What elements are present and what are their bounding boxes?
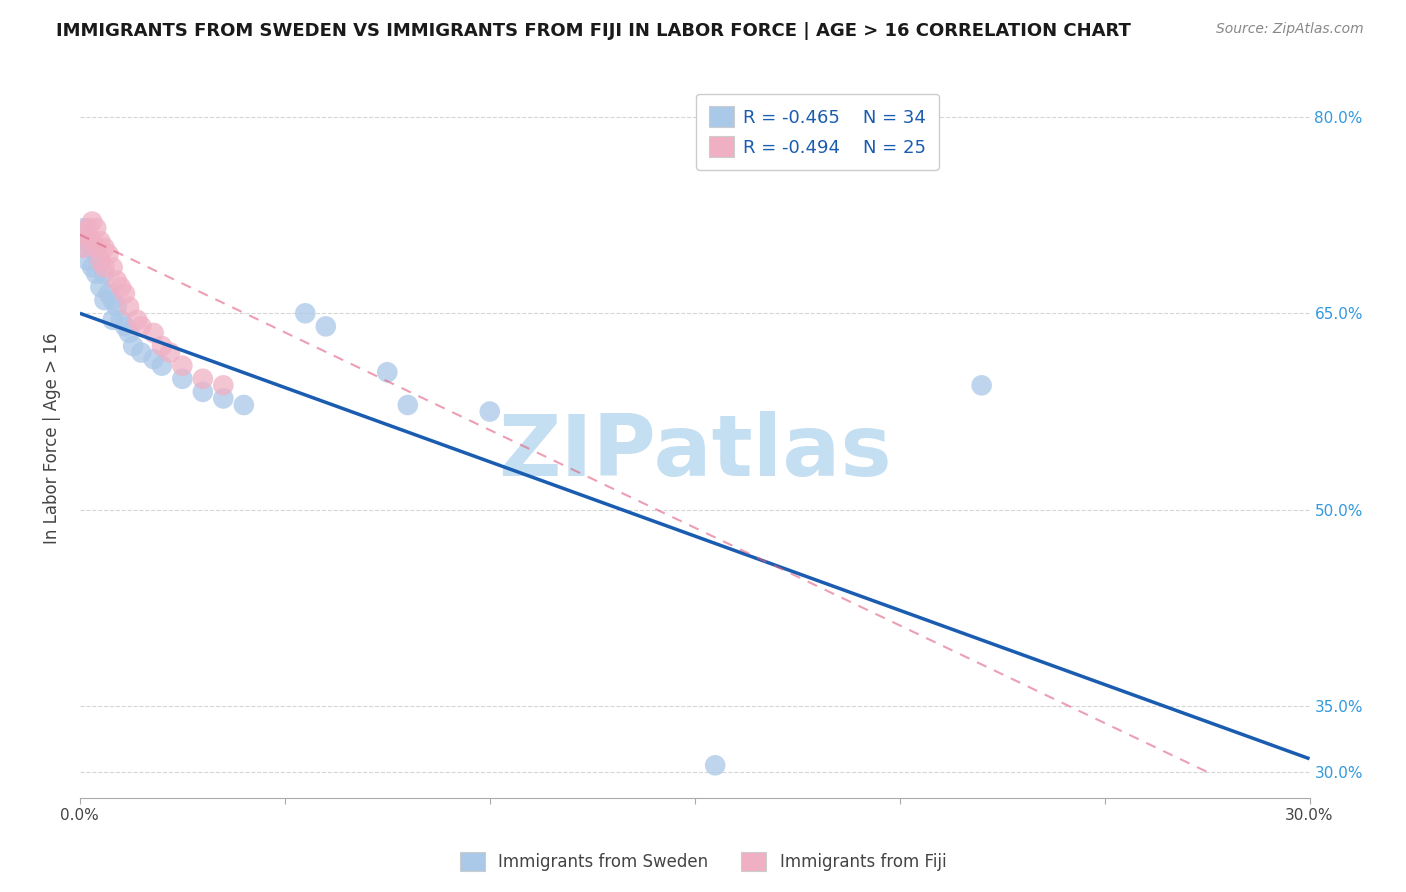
Point [89, 253, 111, 268]
Point [172, 359, 194, 373]
Point [84, 221, 107, 235]
Point [93, 260, 115, 275]
Point [315, 319, 337, 334]
Point [84, 241, 107, 255]
Point [73, 241, 96, 255]
Point [101, 293, 124, 308]
Legend: Immigrants from Sweden, Immigrants from Fiji: Immigrants from Sweden, Immigrants from … [451, 843, 955, 880]
Point [142, 352, 165, 367]
Text: IMMIGRANTS FROM SWEDEN VS IMMIGRANTS FROM FIJI IN LABOR FORCE | AGE > 16 CORRELA: IMMIGRANTS FROM SWEDEN VS IMMIGRANTS FRO… [56, 22, 1130, 40]
Point [89, 234, 111, 248]
Point [212, 378, 235, 392]
Point [396, 398, 419, 412]
Point [131, 319, 153, 334]
Point [82, 234, 104, 248]
Point [478, 404, 501, 418]
Point [101, 260, 124, 275]
Point [118, 326, 141, 340]
Text: ZIPatlas: ZIPatlas [498, 410, 891, 493]
Point [97, 286, 120, 301]
Point [82, 214, 104, 228]
Point [142, 326, 165, 340]
Point [84, 267, 107, 281]
Point [172, 372, 194, 386]
Point [101, 313, 124, 327]
Point [127, 313, 149, 327]
Point [93, 293, 115, 308]
Point [93, 267, 115, 281]
Point [294, 306, 316, 320]
Point [97, 247, 120, 261]
Point [191, 372, 214, 386]
Point [89, 253, 111, 268]
Point [105, 273, 128, 287]
Point [212, 392, 235, 406]
Point [73, 221, 96, 235]
Y-axis label: In Labor Force | Age > 16: In Labor Force | Age > 16 [44, 332, 60, 543]
Point [93, 241, 115, 255]
Point [82, 260, 104, 275]
Point [73, 241, 96, 255]
Point [704, 758, 727, 772]
Point [191, 384, 214, 399]
Legend: R = -0.465    N = 34, R = -0.494    N = 25: R = -0.465 N = 34, R = -0.494 N = 25 [696, 94, 939, 169]
Point [150, 339, 173, 353]
Point [970, 378, 993, 392]
Point [114, 286, 136, 301]
Point [150, 359, 173, 373]
Point [122, 339, 145, 353]
Point [159, 345, 181, 359]
Point [77, 253, 100, 268]
Point [110, 313, 132, 327]
Point [131, 345, 153, 359]
Point [77, 221, 100, 235]
Point [105, 300, 128, 314]
Point [375, 365, 398, 379]
Point [84, 247, 107, 261]
Point [232, 398, 254, 412]
Point [73, 227, 96, 242]
Point [82, 241, 104, 255]
Point [118, 300, 141, 314]
Point [114, 319, 136, 334]
Point [77, 234, 100, 248]
Point [89, 280, 111, 294]
Text: Source: ZipAtlas.com: Source: ZipAtlas.com [1216, 22, 1364, 37]
Point [110, 280, 132, 294]
